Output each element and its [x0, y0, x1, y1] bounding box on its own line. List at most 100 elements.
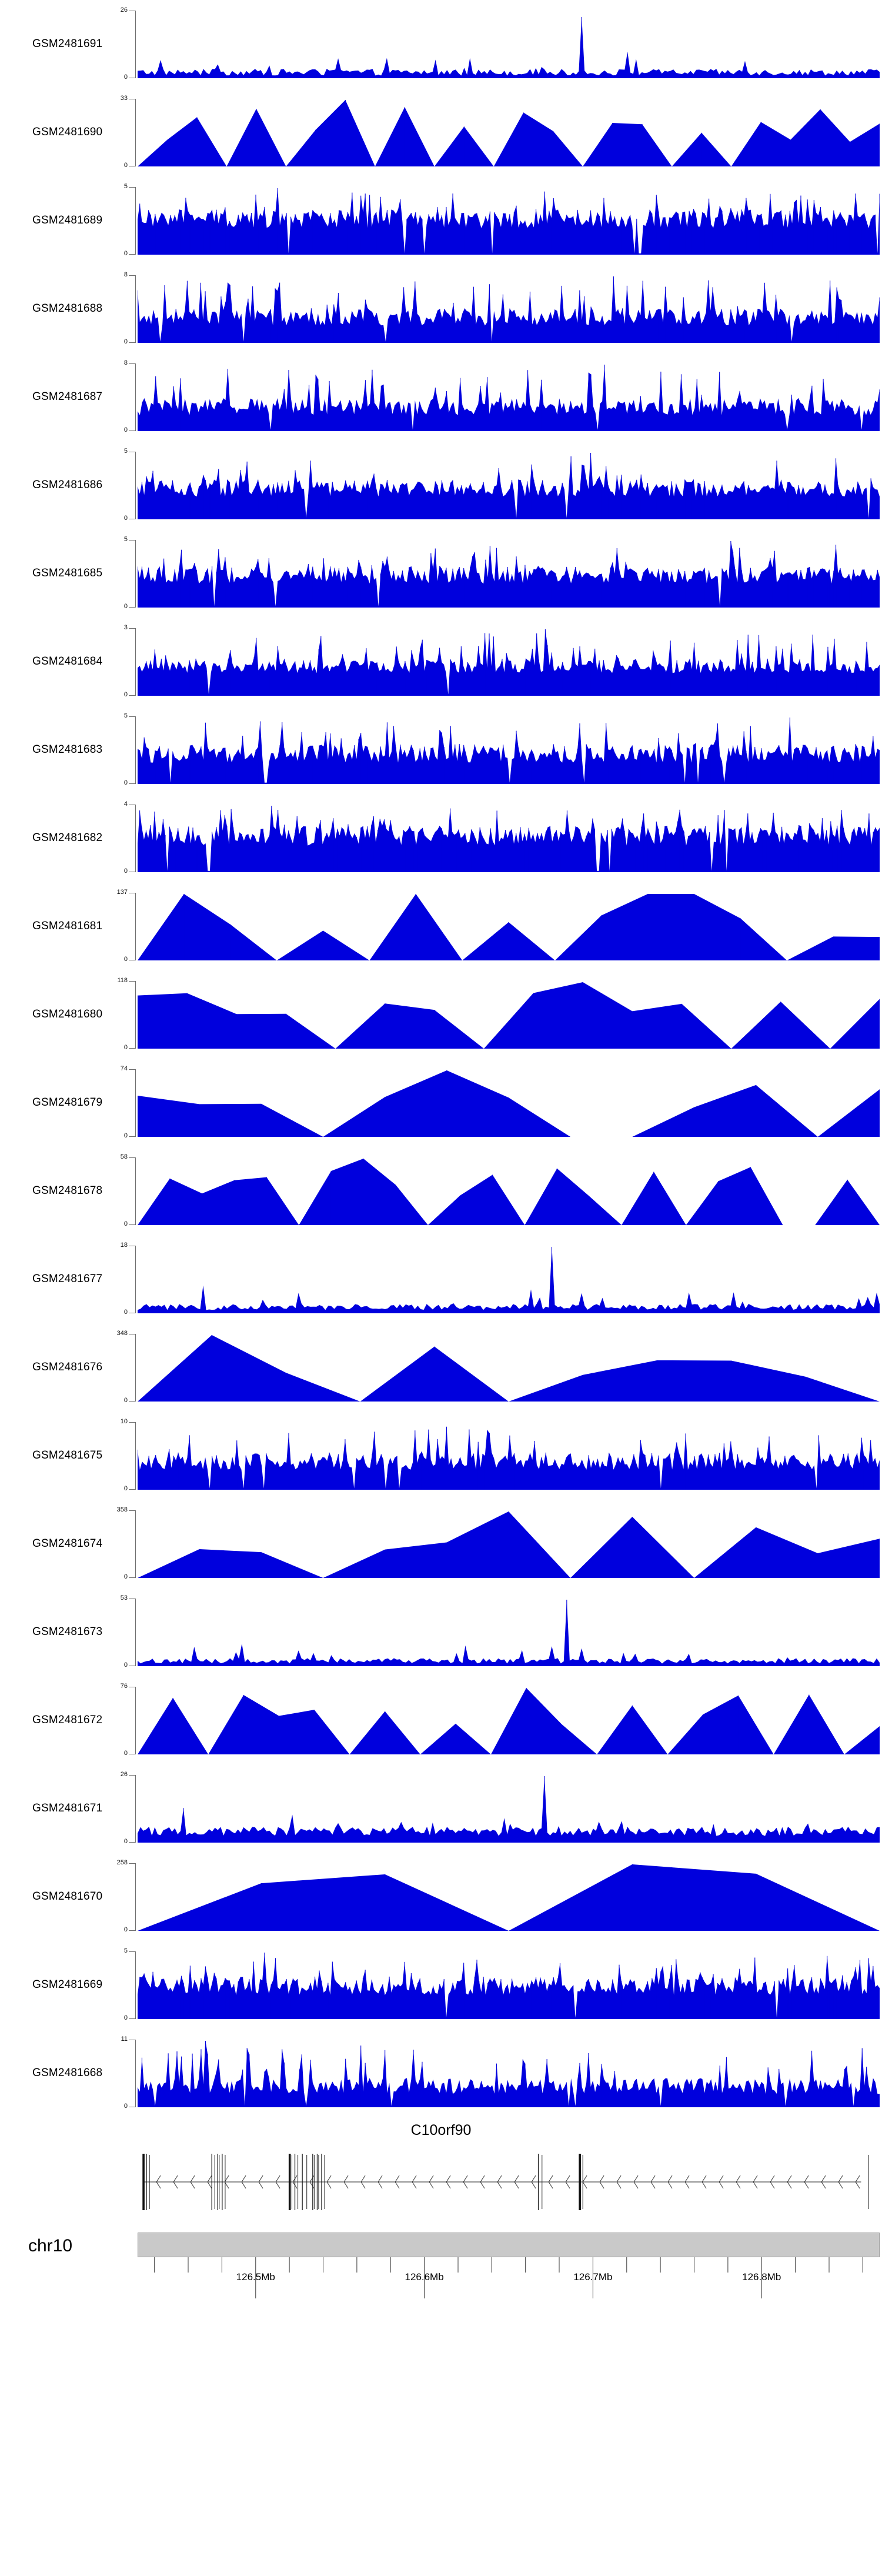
y-axis-line: [135, 1157, 136, 1224]
coverage-track: GSM2481679 74 0: [0, 1059, 882, 1147]
y-axis-max-label: 26: [120, 6, 128, 14]
coverage-plot[interactable]: [138, 1069, 880, 1137]
y-axis-max-label: 8: [123, 359, 128, 366]
coverage-track: GSM2481668 11 0: [0, 2029, 882, 2117]
coverage-plot[interactable]: [138, 1157, 880, 1225]
gene-model-canvas[interactable]: [138, 2145, 880, 2216]
y-axis-line: [135, 716, 136, 783]
y-axis-line: [135, 363, 136, 431]
y-axis-min-label: 0: [123, 2014, 128, 2021]
y-axis-line: [135, 1951, 136, 2018]
coverage-plot[interactable]: [138, 1687, 880, 1754]
coverage-track: GSM2481671 26 0: [0, 1764, 882, 1853]
coverage-track: GSM2481669 5 0: [0, 1941, 882, 2029]
y-axis-line: [135, 1863, 136, 1930]
y-axis-min-label: 0: [123, 250, 128, 257]
coverage-plot[interactable]: [138, 805, 880, 872]
y-axis-line: [135, 11, 136, 78]
coverage-track: GSM2481678 58 0: [0, 1147, 882, 1235]
axis-tick-label: 126.5Mb: [236, 2271, 275, 2283]
y-axis-top-tick: [129, 1157, 136, 1158]
y-axis-line: [135, 1599, 136, 1666]
y-axis-bottom-tick: [129, 254, 136, 255]
coverage-plot[interactable]: [138, 628, 880, 696]
sample-label: GSM2481685: [32, 567, 103, 579]
y-axis-max-label: 76: [120, 1683, 128, 1690]
y-axis-max-label: 8: [123, 271, 128, 278]
y-axis-min-label: 0: [123, 691, 128, 698]
y-axis-line: [135, 1422, 136, 1489]
coverage-plot[interactable]: [138, 1422, 880, 1490]
sample-label: GSM2481674: [32, 1537, 103, 1550]
y-axis-bottom-tick: [129, 342, 136, 343]
coverage-track: GSM2481689 5 0: [0, 176, 882, 265]
coverage-plot[interactable]: [138, 1863, 880, 1931]
coverage-plot[interactable]: [138, 893, 880, 960]
y-axis-max-label: 33: [120, 95, 128, 102]
ideogram-bar[interactable]: [138, 2233, 880, 2257]
y-axis-min-label: 0: [123, 603, 128, 610]
y-axis-min-label: 0: [123, 2103, 128, 2110]
y-axis-bottom-tick: [129, 1842, 136, 1843]
sample-label: GSM2481671: [32, 1802, 103, 1814]
y-axis-line: [135, 1069, 136, 1136]
sample-label: GSM2481673: [32, 1626, 103, 1638]
coverage-plot[interactable]: [138, 1334, 880, 1402]
coverage-plot[interactable]: [138, 11, 880, 78]
coverage-plot[interactable]: [138, 99, 880, 166]
y-axis-bottom-tick: [129, 1930, 136, 1931]
y-axis-top-tick: [129, 981, 136, 982]
y-axis-bottom-tick: [129, 695, 136, 696]
coverage-track: GSM2481688 8 0: [0, 265, 882, 353]
y-axis-bottom-tick: [129, 1224, 136, 1225]
coverage-plot[interactable]: [138, 1246, 880, 1313]
coverage-track: GSM2481683 5 0: [0, 706, 882, 794]
y-axis-bottom-tick: [129, 1048, 136, 1049]
y-axis-max-label: 4: [123, 800, 128, 807]
axis-tick-label: 126.6Mb: [405, 2271, 444, 2283]
y-axis-max-label: 5: [123, 183, 128, 190]
y-axis-min-label: 0: [123, 1044, 128, 1051]
y-axis-top-tick: [129, 1422, 136, 1423]
coverage-plot[interactable]: [138, 1775, 880, 1843]
y-axis-max-label: 26: [120, 1771, 128, 1778]
y-axis-min-label: 0: [123, 779, 128, 786]
y-axis-min-label: 0: [123, 515, 128, 522]
gene-model-track: C10orf90: [0, 2117, 882, 2223]
coverage-plot[interactable]: [138, 452, 880, 519]
coverage-plot[interactable]: [138, 540, 880, 608]
sample-label: GSM2481678: [32, 1184, 103, 1197]
coverage-plot[interactable]: [138, 363, 880, 431]
y-axis-line: [135, 1246, 136, 1313]
coverage-plot[interactable]: [138, 1599, 880, 1666]
y-axis-bottom-tick: [129, 607, 136, 608]
y-axis-min-label: 0: [123, 1485, 128, 1492]
y-axis-max-label: 258: [116, 1859, 128, 1866]
sample-label: GSM2481679: [32, 1096, 103, 1109]
coverage-track: GSM2481675 10 0: [0, 1412, 882, 1500]
coverage-plot[interactable]: [138, 981, 880, 1049]
coverage-plot[interactable]: [138, 1510, 880, 1578]
coverage-plot[interactable]: [138, 275, 880, 343]
coverage-plot[interactable]: [138, 1951, 880, 2019]
coverage-track: GSM2481677 18 0: [0, 1235, 882, 1323]
sample-label: GSM2481669: [32, 1978, 103, 1991]
y-axis-top-tick: [129, 1069, 136, 1070]
y-axis-line: [135, 628, 136, 695]
y-axis-line: [135, 1334, 136, 1401]
coverage-plot[interactable]: [138, 187, 880, 255]
y-axis-line: [135, 2040, 136, 2107]
y-axis-min-label: 0: [123, 1220, 128, 1227]
sample-label: GSM2481670: [32, 1890, 103, 1903]
y-axis-max-label: 348: [116, 1330, 128, 1337]
sample-label: GSM2481691: [32, 38, 103, 50]
coverage-track: GSM2481690 33 0: [0, 88, 882, 176]
y-axis-min-label: 0: [123, 1573, 128, 1580]
genomic-axis-canvas: [138, 2257, 880, 2328]
coverage-plot[interactable]: [138, 2040, 880, 2107]
sample-label: GSM2481683: [32, 743, 103, 756]
sample-label: GSM2481684: [32, 655, 103, 668]
y-axis-max-label: 118: [117, 977, 128, 984]
y-axis-line: [135, 1510, 136, 1577]
coverage-plot[interactable]: [138, 716, 880, 784]
